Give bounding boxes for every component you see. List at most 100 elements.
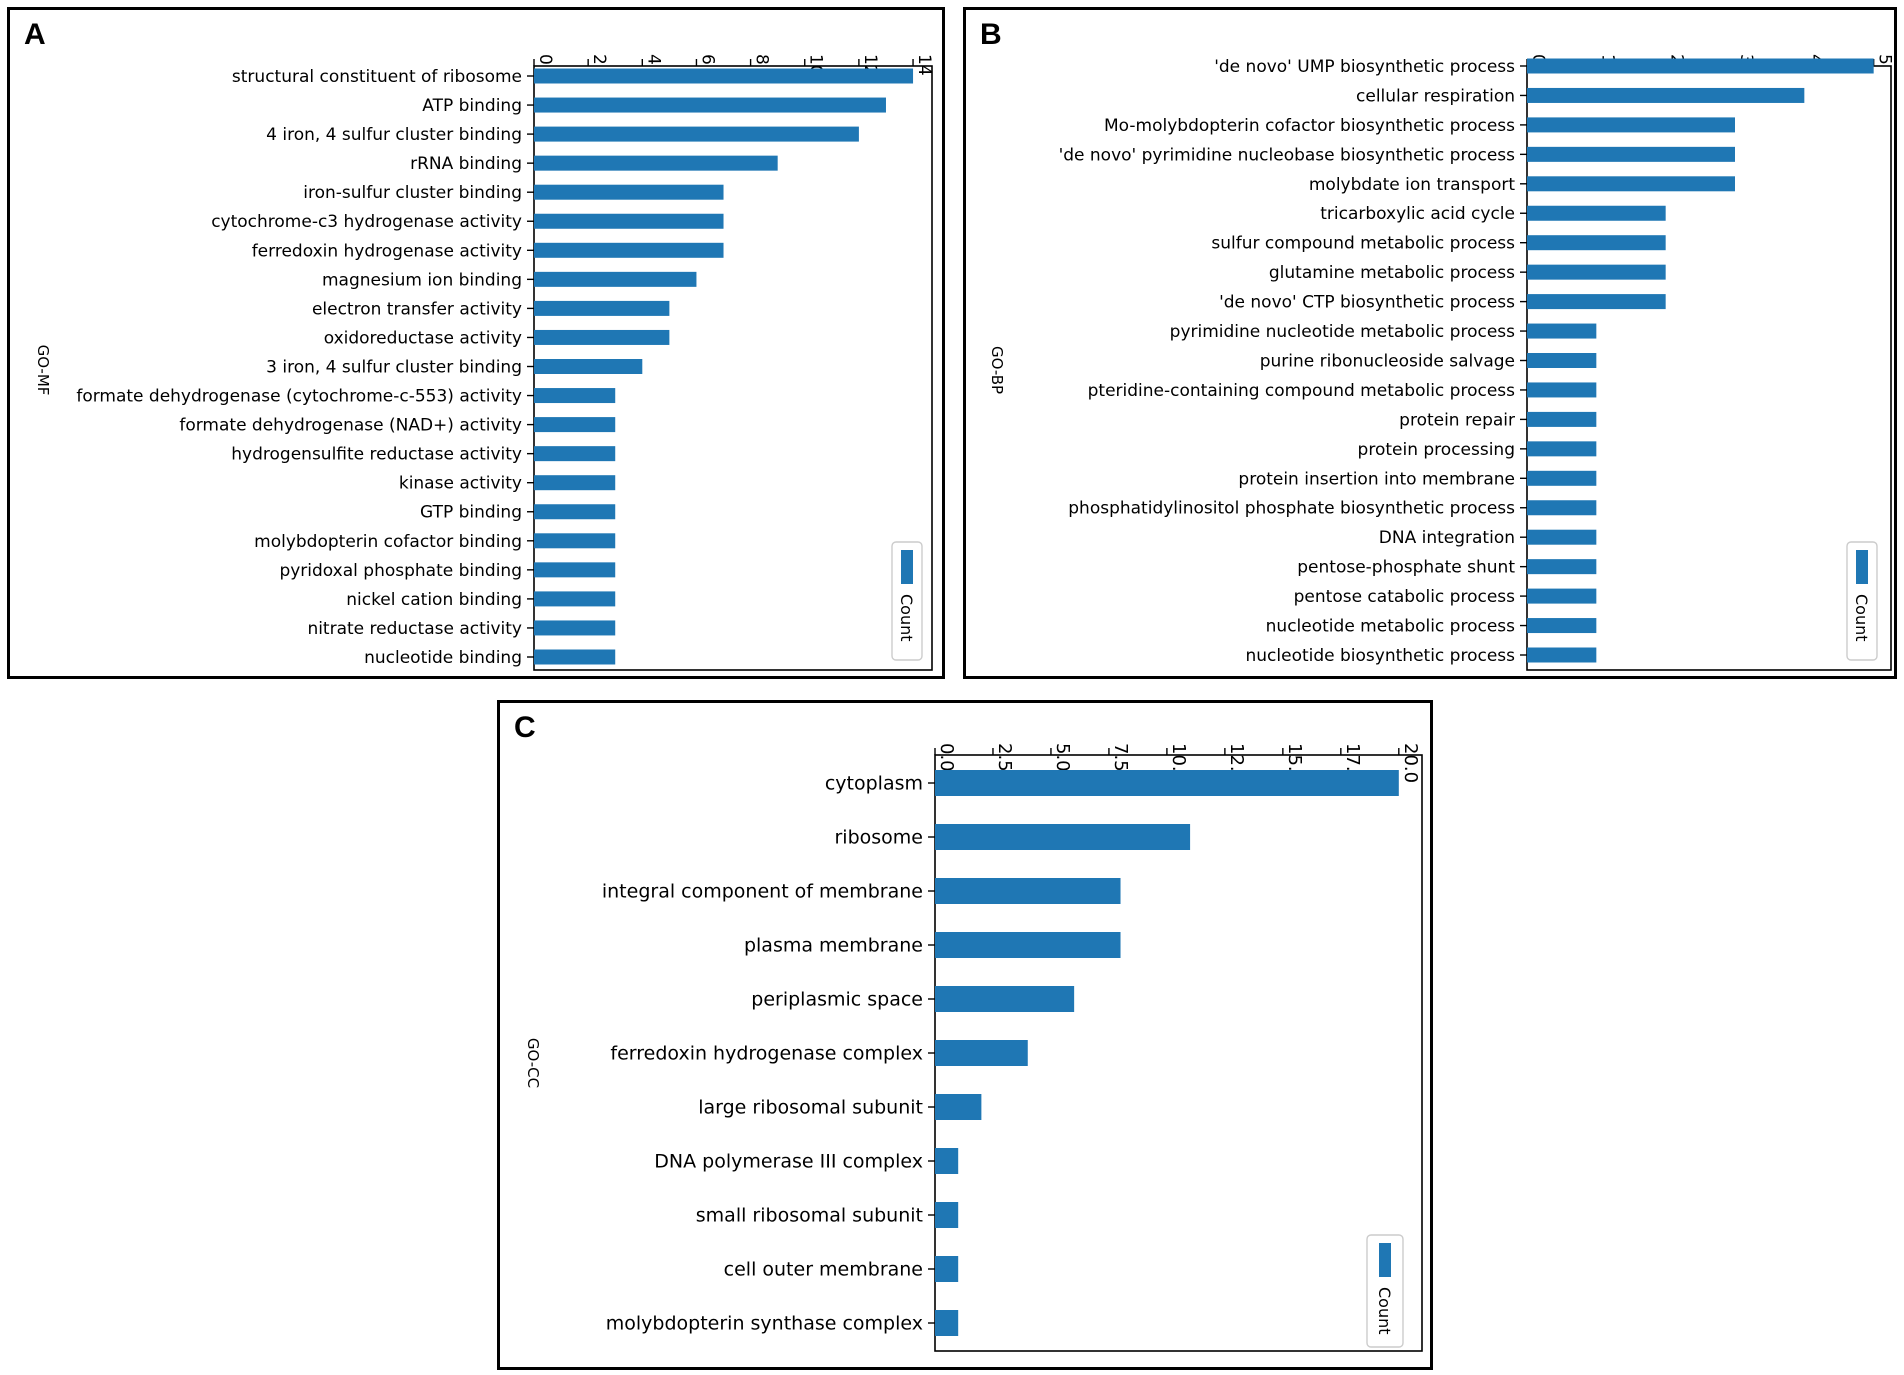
bar <box>1527 441 1597 457</box>
bar <box>534 359 643 374</box>
panel-c-letter: C <box>514 711 536 744</box>
category-label: 'de novo' pyrimidine nucleobase biosynth… <box>1059 145 1516 165</box>
category-label: pyrimidine nucleotide metabolic process <box>1170 322 1515 342</box>
y-axis-label: GO-CC <box>524 1038 542 1088</box>
bar <box>1527 117 1735 133</box>
bar <box>1527 382 1597 398</box>
category-label: DNA integration <box>1379 528 1515 548</box>
bar <box>534 620 616 636</box>
bar <box>935 770 1399 796</box>
legend-label: Count <box>1375 1287 1394 1335</box>
legend-box <box>891 541 923 661</box>
bar <box>534 562 616 578</box>
bar <box>534 446 616 462</box>
category-label: 'de novo' CTP biosynthetic process <box>1219 293 1515 313</box>
x-tick-label: 5.0 <box>1052 743 1073 772</box>
bar <box>1527 618 1597 634</box>
category-label: protein repair <box>1399 410 1515 430</box>
bar <box>935 986 1075 1012</box>
bar <box>1527 294 1666 310</box>
category-label: integral component of membrane <box>602 881 923 903</box>
category-label: pteridine-containing compound metabolic … <box>1088 381 1516 401</box>
category-label: GTP binding <box>420 503 522 523</box>
bar <box>534 504 616 520</box>
bar <box>1527 529 1597 545</box>
bar <box>1527 87 1805 103</box>
x-tick-label: 20.0 <box>1400 743 1421 783</box>
category-label: DNA polymerase III complex <box>654 1151 923 1173</box>
bar <box>534 649 616 665</box>
bar <box>1527 205 1666 221</box>
category-label: phosphatidylinositol phosphate biosynthe… <box>1068 499 1515 519</box>
legend-box <box>1846 541 1878 661</box>
legend-swatch <box>901 550 913 584</box>
bar <box>1527 500 1597 516</box>
panel-a-letter: A <box>24 18 46 51</box>
category-label: 4 iron, 4 sulfur cluster binding <box>266 125 522 145</box>
bar <box>1527 323 1597 339</box>
bar <box>935 1148 959 1174</box>
category-label: pyridoxal phosphate binding <box>279 561 522 581</box>
category-label: ATP binding <box>422 96 522 116</box>
bar <box>1527 588 1597 604</box>
bar <box>1527 146 1735 162</box>
bar <box>935 932 1121 958</box>
category-label: sulfur compound metabolic process <box>1211 234 1515 254</box>
bar <box>534 242 724 258</box>
x-tick-label: 8 <box>752 54 772 65</box>
bar <box>534 475 616 491</box>
bar <box>534 213 724 229</box>
category-label: periplasmic space <box>751 989 923 1011</box>
category-label: tricarboxylic acid cycle <box>1320 204 1515 224</box>
bar <box>1527 559 1597 575</box>
category-label: nickel cation binding <box>346 590 522 610</box>
x-tick-label: 0.0 <box>936 743 957 772</box>
panel-b: B 012345'de novo' UMP biosynthetic proce… <box>963 7 1897 679</box>
bar <box>534 329 670 345</box>
x-tick-label: 2.5 <box>994 743 1015 772</box>
category-label: 3 iron, 4 sulfur cluster binding <box>266 357 522 377</box>
category-label: hydrogensulfite reductase activity <box>231 445 522 465</box>
category-label: glutamine metabolic process <box>1269 263 1515 283</box>
bar <box>1527 353 1597 368</box>
category-label: cell outer membrane <box>724 1259 923 1281</box>
legend-label: Count <box>897 594 916 642</box>
category-label: electron transfer activity <box>312 299 522 319</box>
legend-swatch <box>1856 550 1868 584</box>
category-label: purine ribonucleoside salvage <box>1260 351 1515 371</box>
y-axis-label: GO-MF <box>34 345 52 396</box>
bar <box>935 878 1121 904</box>
category-label: iron-sulfur cluster binding <box>303 183 522 203</box>
x-tick-label: 5 <box>1875 54 1894 65</box>
bar <box>534 417 616 433</box>
category-label: protein processing <box>1358 440 1515 460</box>
category-label: cytoplasm <box>825 773 923 795</box>
category-label: cellular respiration <box>1356 86 1515 106</box>
legend-box <box>1366 1234 1404 1348</box>
panel-b-letter: B <box>980 18 1002 51</box>
legend-swatch <box>1379 1243 1391 1277</box>
bar <box>1527 264 1666 280</box>
category-label: nucleotide binding <box>364 648 522 668</box>
category-label: formate dehydrogenase (cytochrome-c-553)… <box>76 387 522 407</box>
bar <box>534 68 914 84</box>
bar <box>534 271 697 287</box>
bar <box>534 97 886 113</box>
legend-label: Count <box>1852 594 1871 642</box>
panel-c: C 0.0 2.5 5.0 7.5 10.0 12.5 15.0 17.5 20.0 cytopl… <box>497 700 1433 1370</box>
category-label: ferredoxin hydrogenase activity <box>252 241 522 261</box>
y-axis-label: GO-BP <box>988 346 1006 394</box>
category-label: nitrate reductase activity <box>307 619 522 639</box>
category-label: protein insertion into membrane <box>1238 469 1515 489</box>
bar <box>534 184 724 200</box>
bar <box>534 300 670 316</box>
bar <box>534 591 616 607</box>
x-tick-label: 6 <box>697 54 717 65</box>
category-label: structural constituent of ribosome <box>232 67 522 87</box>
bar <box>935 824 1191 850</box>
bar <box>1527 411 1597 427</box>
x-tick-label: 0 <box>535 54 555 65</box>
category-label: pentose-phosphate shunt <box>1297 558 1515 578</box>
bar <box>935 1202 959 1228</box>
